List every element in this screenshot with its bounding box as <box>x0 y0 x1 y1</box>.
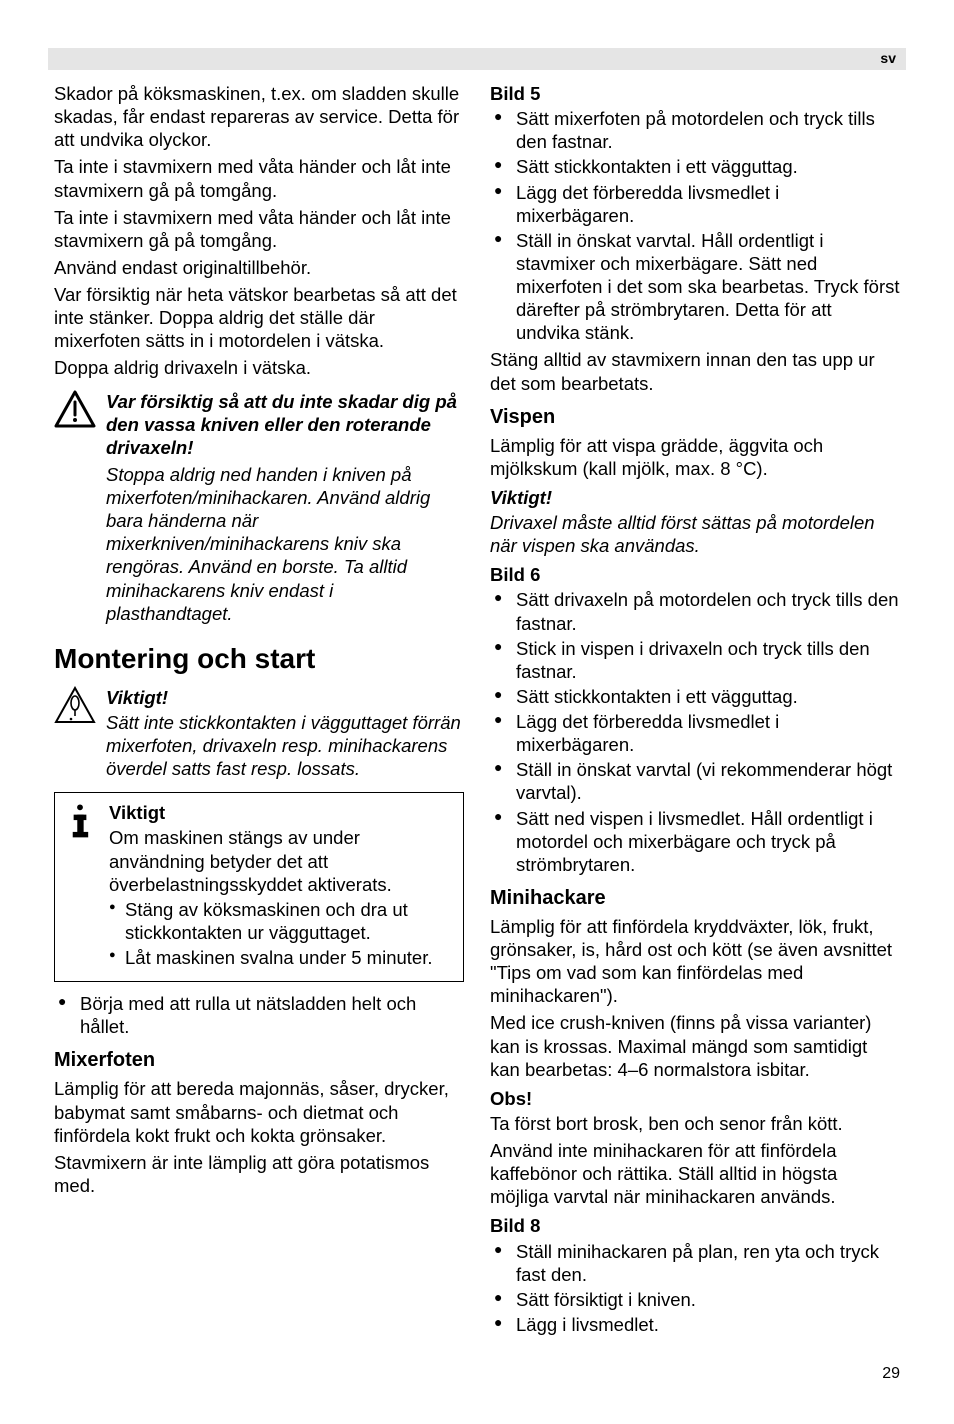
subheading-minihackare: Minihackare <box>490 886 900 911</box>
important-body: Sätt inte stickkontakten i vägguttaget f… <box>106 711 464 780</box>
paragraph: Skador på köksmaskinen, t.ex. om sladden… <box>54 82 464 151</box>
right-column: Bild 5 Sätt mixerfoten på motordelen och… <box>490 82 900 1340</box>
subheading-mixerfoten: Mixerfoten <box>54 1048 464 1073</box>
list-item: Ställ minihackaren på plan, ren yta och … <box>490 1240 900 1286</box>
list-item: Ställ in önskat varvtal (vi rekommendera… <box>490 758 900 804</box>
paragraph: Stavmixern är inte lämplig att göra pota… <box>54 1151 464 1197</box>
list-item: Börja med att rulla ut nätsladden helt o… <box>54 992 464 1038</box>
paragraph: Lämplig för att finfördela kryddväxter, … <box>490 915 900 1008</box>
paragraph: Ta inte i stavmixern med våta händer och… <box>54 155 464 201</box>
important-title: Viktigt! <box>106 686 464 709</box>
paragraph: Stäng alltid av stavmixern innan den tas… <box>490 348 900 394</box>
list-item: Ställ in önskat varvtal. Håll ordentligt… <box>490 229 900 345</box>
obs-title: Obs! <box>490 1087 900 1110</box>
caution-icon <box>54 686 96 783</box>
list-item: Lägg det förberedda livsmedlet i mixerbä… <box>490 181 900 227</box>
language-code: sv <box>880 50 896 68</box>
paragraph: Ta först bort brosk, ben och senor från … <box>490 1112 900 1135</box>
list-item: Lägg i livsmedlet. <box>490 1313 900 1336</box>
figure-label-5: Bild 5 <box>490 82 900 105</box>
viktigt-title: Viktigt! <box>490 486 900 509</box>
list-item: Låt maskinen svalna under 5 minuter. <box>109 946 453 969</box>
list-item: Sätt mixerfoten på motordelen och tryck … <box>490 107 900 153</box>
box-body: Om maskinen stängs av under användning b… <box>109 826 453 895</box>
paragraph: Doppa aldrig drivaxeln i vätska. <box>54 356 464 379</box>
paragraph: Lämplig för att bereda majonnäs, såser, … <box>54 1077 464 1146</box>
box-bullet-list: Stäng av köksmaskinen och dra ut stickko… <box>109 898 453 969</box>
box-title: Viktigt <box>109 801 453 824</box>
paragraph: Med ice crush-kniven (finns på vissa var… <box>490 1011 900 1080</box>
left-column: Skador på köksmaskinen, t.ex. om sladden… <box>54 82 464 1340</box>
viktigt-body: Drivaxel måste alltid först sättas på mo… <box>490 511 900 557</box>
list-item: Lägg det förberedda livsmedlet i mixerbä… <box>490 710 900 756</box>
figure-label-6: Bild 6 <box>490 563 900 586</box>
list-item: Stick in vispen i drivaxeln och tryck ti… <box>490 637 900 683</box>
paragraph: Ta inte i stavmixern med våta händer och… <box>54 206 464 252</box>
list-item: Sätt stickkontakten i ett vägguttag. <box>490 155 900 178</box>
paragraph: Lämplig för att vispa grädde, äggvita oc… <box>490 434 900 480</box>
list-item: Sätt försiktigt i kniven. <box>490 1288 900 1311</box>
subheading-vispen: Vispen <box>490 405 900 430</box>
paragraph: Använd inte minihackaren för att finförd… <box>490 1139 900 1208</box>
warning-icon <box>54 390 96 627</box>
page-number: 29 <box>54 1364 900 1384</box>
figure-label-8: Bild 8 <box>490 1214 900 1237</box>
header-bar: sv <box>48 48 906 70</box>
paragraph: Använd endast originaltillbehör. <box>54 256 464 279</box>
info-box: Viktigt Om maskinen stängs av under anvä… <box>54 792 464 982</box>
bild6-list: Sätt drivaxeln på motordelen och tryck t… <box>490 588 900 876</box>
section-heading-montering: Montering och start <box>54 641 464 676</box>
bullet-list: Börja med att rulla ut nätsladden helt o… <box>54 992 464 1038</box>
warning-title: Var försiktig så att du inte skadar dig … <box>106 390 464 459</box>
paragraph: Var försiktig när heta vätskor bearbetas… <box>54 283 464 352</box>
info-icon <box>65 801 99 973</box>
list-item: Sätt stickkontakten i ett vägguttag. <box>490 685 900 708</box>
warning-body: Stoppa aldrig ned handen i kniven på mix… <box>106 463 464 625</box>
bild8-list: Ställ minihackaren på plan, ren yta och … <box>490 1240 900 1337</box>
important-block: Viktigt! Sätt inte stickkontakten i vägg… <box>54 686 464 783</box>
bild5-list: Sätt mixerfoten på motordelen och tryck … <box>490 107 900 344</box>
list-item: Stäng av köksmaskinen och dra ut stickko… <box>109 898 453 944</box>
list-item: Sätt drivaxeln på motordelen och tryck t… <box>490 588 900 634</box>
content-columns: Skador på köksmaskinen, t.ex. om sladden… <box>54 82 900 1340</box>
warning-block: Var försiktig så att du inte skadar dig … <box>54 390 464 627</box>
list-item: Sätt ned vispen i livsmedlet. Håll orden… <box>490 807 900 876</box>
